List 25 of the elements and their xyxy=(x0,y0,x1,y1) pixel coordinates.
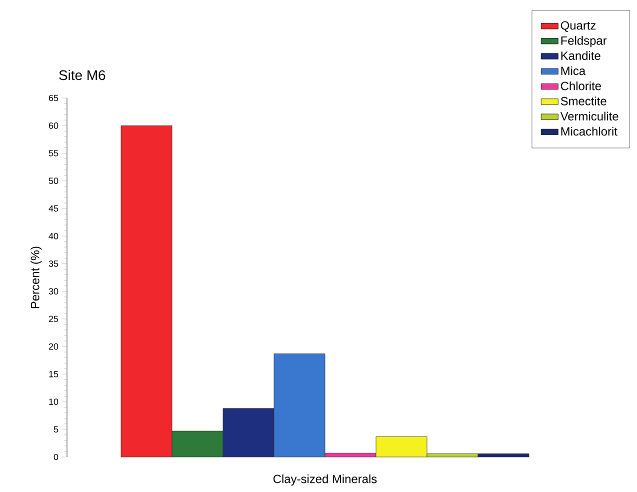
legend-label: Feldspar xyxy=(561,36,607,48)
y-tick-label: 25 xyxy=(48,316,58,322)
y-tick-label: 50 xyxy=(48,178,58,184)
y-tick-label: 45 xyxy=(48,205,58,212)
y-tick-label: 15 xyxy=(49,371,58,378)
y-tick-label: 5 xyxy=(54,426,58,433)
y-tick-label: 65 xyxy=(48,94,58,102)
y-tick-label: 35 xyxy=(48,260,58,267)
legend-label: Vermiculite xyxy=(560,112,618,120)
legend-label: Smectite xyxy=(560,96,606,106)
legend-label: Kandite xyxy=(561,51,600,60)
y-tick-label: 20 xyxy=(48,343,58,350)
y-tick-label: 40 xyxy=(48,232,58,240)
y-tick-label: 10 xyxy=(49,398,58,405)
legend-label: Quartz xyxy=(560,21,596,32)
legend-label: Micachlorit xyxy=(561,126,618,136)
y-tick-label: 60 xyxy=(48,122,58,129)
x-axis-title: Clay-sized Minerals xyxy=(273,474,377,486)
legend-label: Mica xyxy=(561,66,586,76)
y-tick-label: 55 xyxy=(48,150,58,156)
y-tick-label: 0 xyxy=(54,454,58,460)
y-axis-title: Percent (%) xyxy=(30,246,42,308)
y-tick-label: 30 xyxy=(48,288,58,294)
legend-label: Chlorite xyxy=(560,81,601,90)
chart-title: Site M6 xyxy=(59,70,106,80)
